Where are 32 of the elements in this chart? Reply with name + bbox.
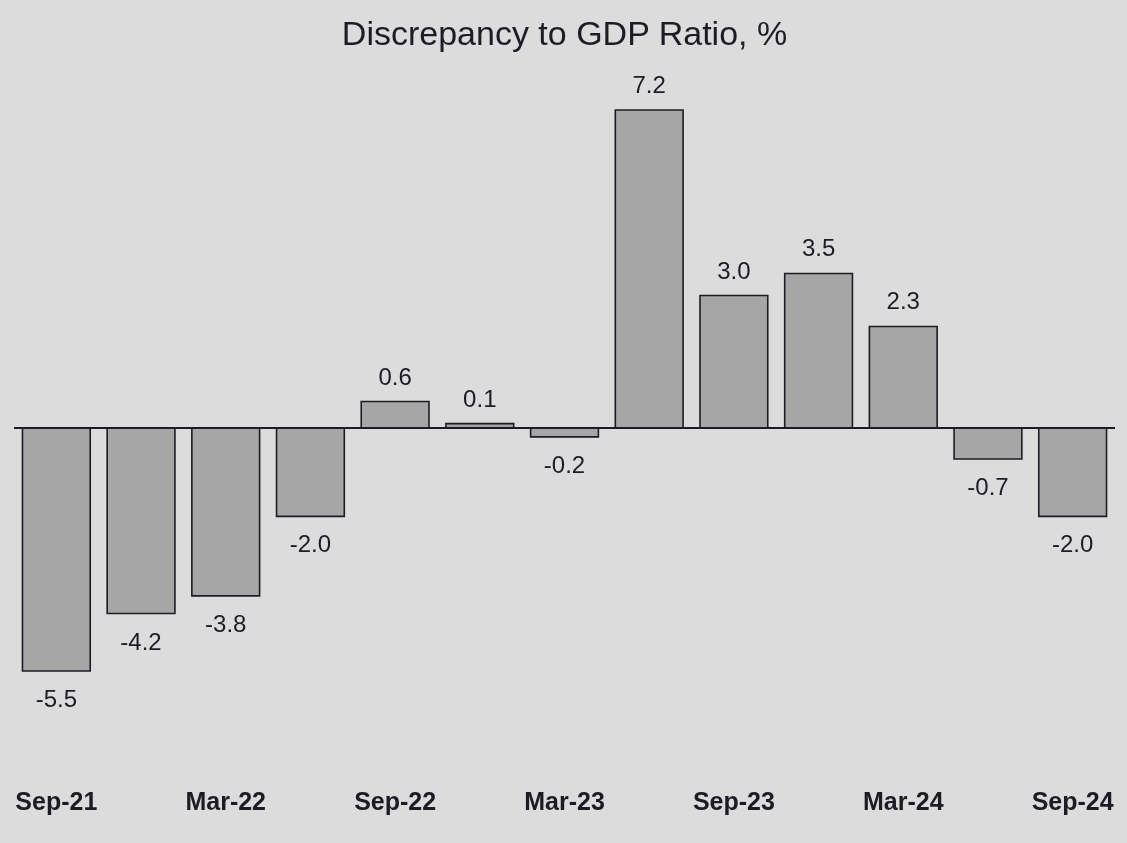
x-tick-label: Sep-22	[354, 786, 437, 815]
data-label: -0.7	[967, 472, 1009, 500]
data-label: 0.6	[378, 362, 412, 390]
data-label: -0.2	[543, 450, 586, 478]
data-label: -3.8	[205, 609, 247, 637]
bar	[106, 427, 176, 615]
data-label: -2.0	[1051, 530, 1094, 558]
data-label: 3.5	[801, 234, 836, 262]
x-tick-label: Sep-21	[15, 786, 98, 815]
x-tick-label: Mar-23	[524, 786, 605, 815]
data-label: -5.5	[35, 685, 78, 712]
bar	[614, 109, 684, 429]
bar	[783, 272, 854, 429]
data-label: 7.2	[632, 71, 666, 98]
bar	[275, 427, 346, 518]
x-tick-label: Sep-23	[692, 786, 775, 815]
chart-title: Discrepancy to GDP Ratio, %	[341, 14, 788, 52]
x-tick-label: Mar-24	[862, 786, 944, 815]
data-label: 3.0	[717, 256, 751, 284]
bar	[360, 400, 430, 429]
data-label: -4.2	[120, 627, 162, 655]
data-label: 0.1	[463, 384, 497, 412]
bar	[868, 325, 938, 429]
x-tick-label: Mar-22	[185, 786, 267, 815]
bar	[699, 294, 769, 429]
data-label: 2.3	[886, 287, 920, 315]
bar	[191, 427, 261, 597]
bar	[21, 427, 92, 672]
data-label: -2.0	[289, 530, 332, 558]
bar	[953, 427, 1023, 460]
x-tick-label: Sep-24	[1031, 786, 1114, 815]
bar	[1037, 427, 1108, 518]
